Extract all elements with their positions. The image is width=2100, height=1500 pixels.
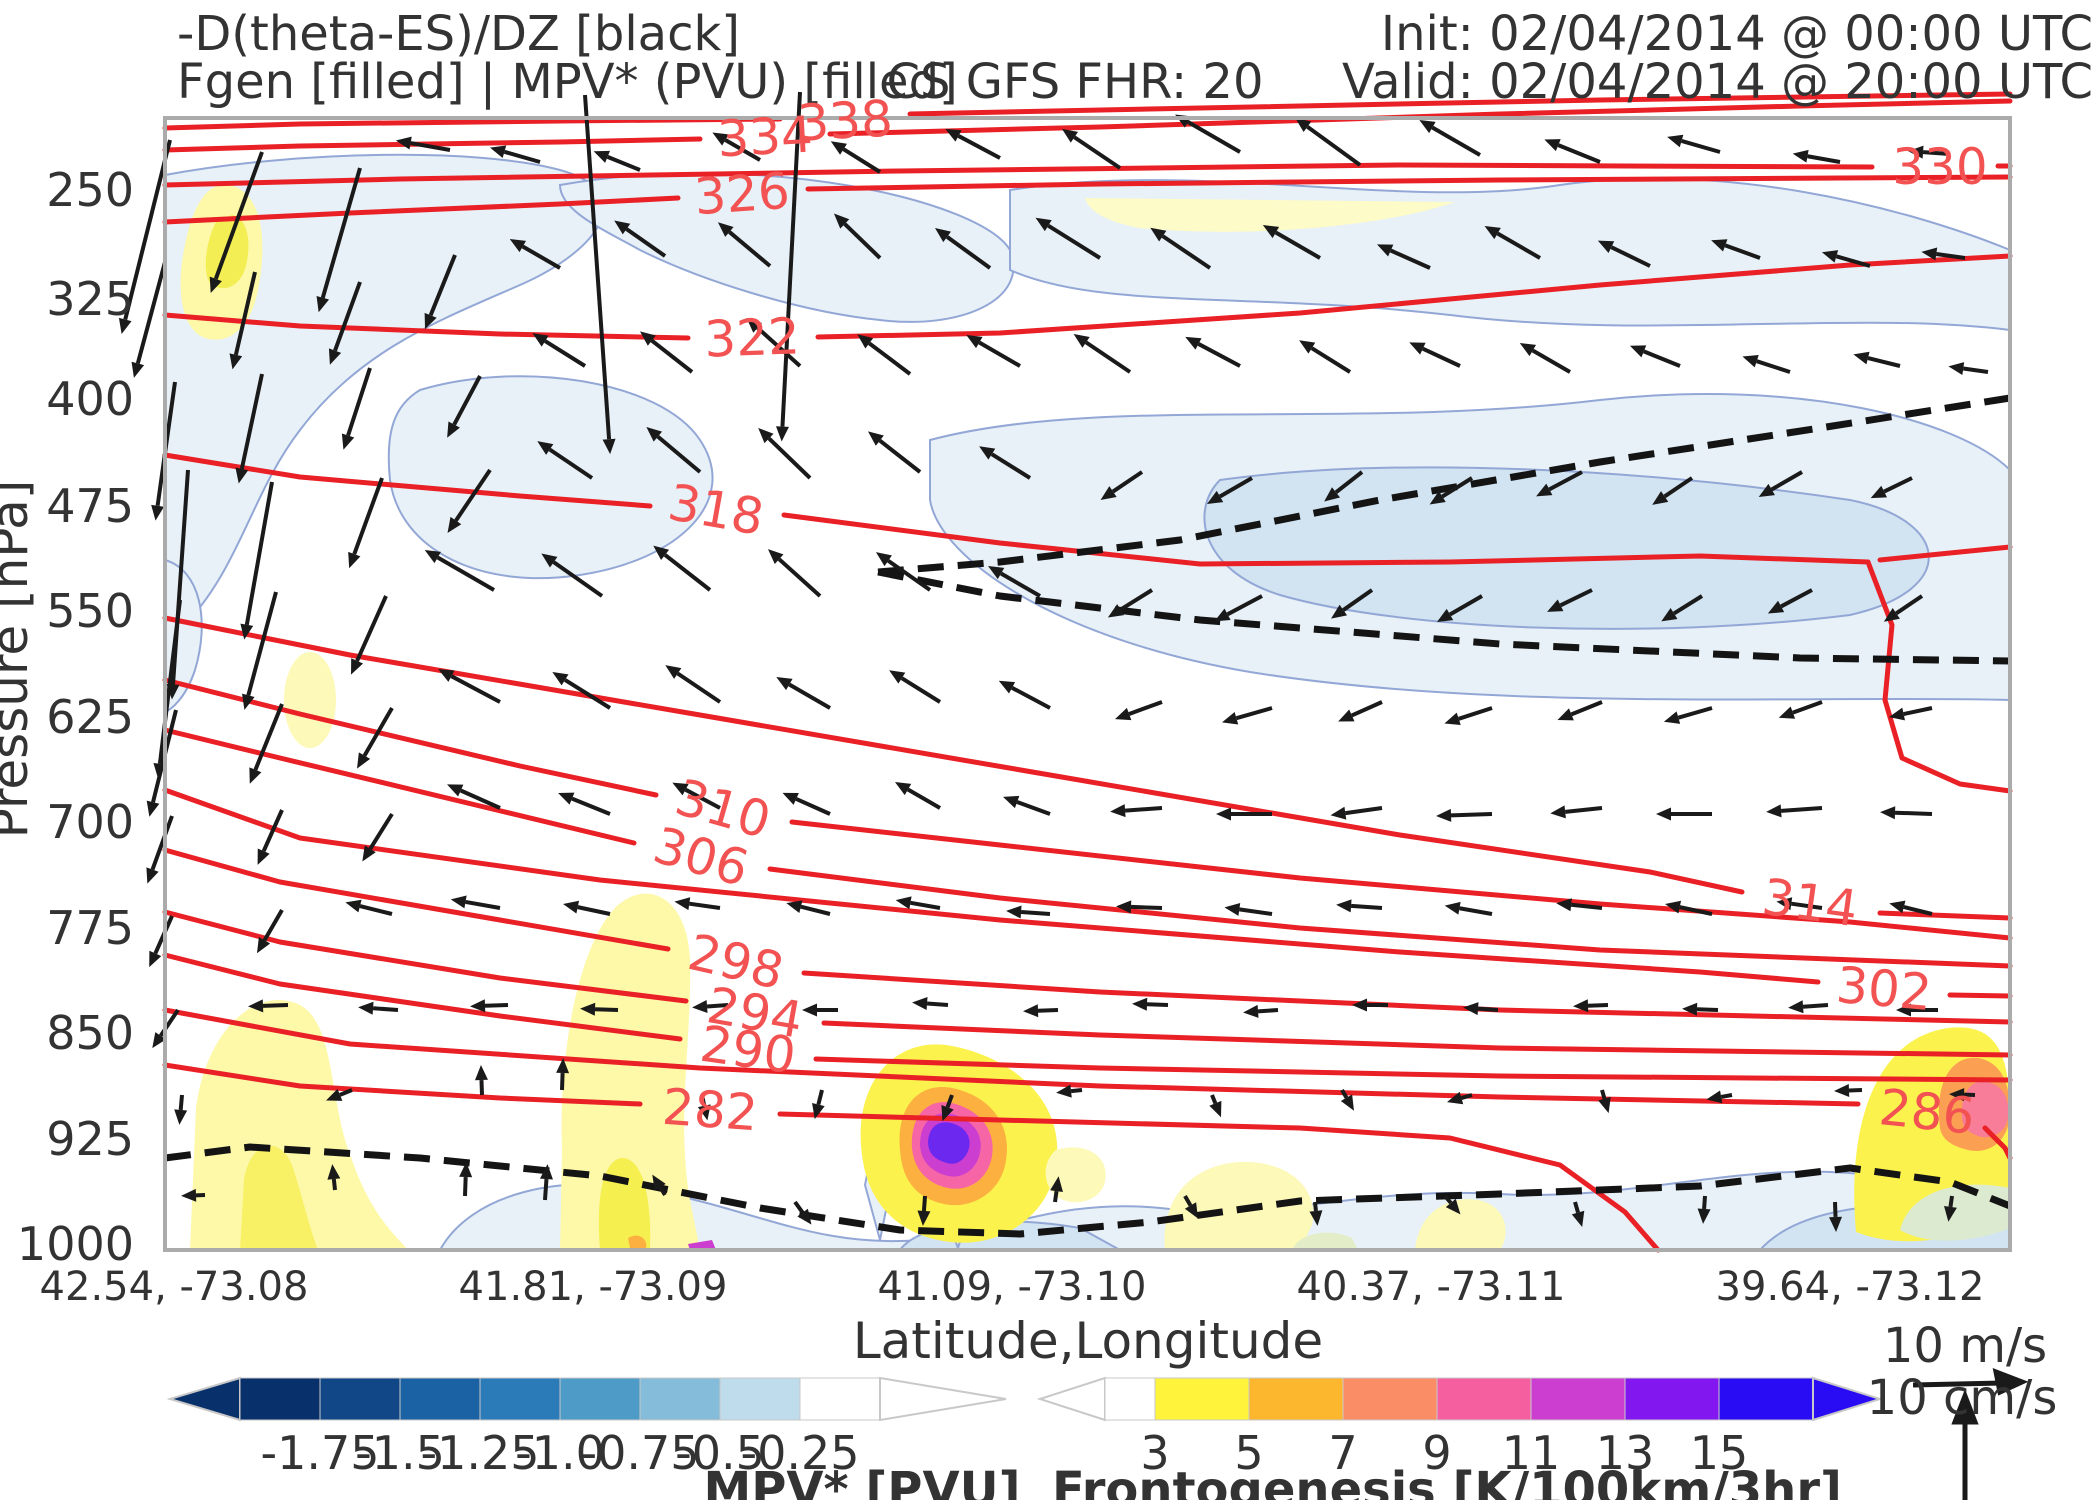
contour-label: 286 — [1876, 1078, 1978, 1146]
y-tick-label: 700 — [46, 795, 134, 849]
y-tick-label: 400 — [46, 372, 134, 426]
vertical-scale-arrowhead — [1951, 1389, 1979, 1425]
x-tick-label: 39.64, -73.12 — [1715, 1264, 1985, 1310]
x-tick-label: 42.54, -73.08 — [39, 1264, 309, 1310]
fgen-colorbar-tick: 11 — [1501, 1426, 1561, 1480]
mpv-colorbar-tick: -1.25 — [420, 1426, 540, 1480]
mpv-colorbar-tick: -0.25 — [740, 1426, 860, 1480]
contour-label: 330 — [1892, 138, 1988, 196]
center-title: CS GFS FHR: 20 — [886, 54, 1264, 110]
fill-region — [1900, 1184, 2010, 1241]
fill-region — [164, 153, 605, 659]
fill-region — [1292, 1232, 1358, 1250]
fill-region — [1085, 198, 1455, 232]
fgen-colorbar-tick: 15 — [1689, 1426, 1749, 1480]
omega-scale-label: 10 cm/s — [1866, 1370, 2058, 1426]
mpv-colorbar-title: MPV* [PVU] — [703, 1462, 1021, 1500]
fill-region — [688, 1240, 716, 1250]
fgen-colorbar-tick: 13 — [1595, 1426, 1655, 1480]
wind-vector-arrows — [118, 91, 1989, 1232]
fgen-colorbar-title: Frontogenesis [K/100km/3hr] — [1052, 1462, 1842, 1500]
fgen-colorbar-tick: 5 — [1234, 1426, 1264, 1480]
contour-label: 334 — [715, 105, 815, 169]
fgen-colorbar-tick: 7 — [1328, 1426, 1358, 1480]
theta-es-contours — [162, 91, 2013, 1253]
y-tick-label: 250 — [46, 163, 134, 217]
x-tick-label: 41.81, -73.09 — [458, 1264, 728, 1310]
valid-time: Valid: 02/04/2014 @ 20:00 UTC — [1341, 54, 2093, 110]
vector-legend-arrows — [1912, 1368, 2029, 1500]
fgen-colorbar-tick: 3 — [1140, 1426, 1170, 1480]
contour-label: 326 — [692, 161, 792, 227]
y-tick-label: 625 — [46, 690, 134, 744]
y-tick-label: 775 — [46, 901, 134, 955]
fgen-fill-regions — [180, 184, 2010, 1250]
mpv-colorbar-tick: -1.75 — [260, 1426, 380, 1480]
mpv-colorbar-tick: -1.5 — [355, 1426, 445, 1480]
fill-region — [928, 1122, 970, 1164]
mpv-colorbar-tick: -0.75 — [580, 1426, 700, 1480]
colorbar-shapes — [166, 1376, 1884, 1422]
mpv-colorbar-tick: -0.5 — [675, 1426, 765, 1480]
fill-region — [1415, 1199, 1506, 1250]
mpv-colorbar-tick: -1.0 — [515, 1426, 605, 1480]
x-tick-label: 41.09, -73.10 — [877, 1264, 1147, 1310]
title-line-1: -D(theta-ES)/DZ [black] — [177, 6, 740, 62]
fill-region — [1164, 1161, 1314, 1250]
init-time: Init: 02/04/2014 @ 00:00 UTC — [1380, 6, 2093, 62]
x-tick-label: 40.37, -73.11 — [1296, 1264, 1566, 1310]
contour-label: 282 — [660, 1077, 760, 1143]
fill-region — [560, 893, 700, 1250]
y-tick-label: 1000 — [16, 1217, 134, 1271]
wind-scale-label: 10 m/s — [1882, 1318, 2048, 1374]
title-line-2: Fgen [filled] | MPV* (PVU) [filled] — [177, 54, 958, 110]
y-tick-label: 550 — [46, 584, 134, 638]
dtheta-dz-dashed-contours — [164, 394, 2012, 1238]
fill-region — [628, 1235, 647, 1248]
x-axis-label: Latitude,Longitude — [852, 1312, 1324, 1370]
fill-region — [558, 172, 1015, 323]
contour-label: 322 — [703, 307, 801, 369]
y-axis-label: Pressure [hPa] — [0, 479, 39, 839]
horizontal-scale-arrowhead — [1992, 1368, 2029, 1396]
y-tick-label: 325 — [46, 272, 134, 326]
y-tick-label: 850 — [46, 1006, 134, 1060]
fill-region — [387, 375, 714, 580]
plot-frame — [163, 116, 2012, 1252]
fill-region — [240, 1145, 318, 1250]
fgen-colorbar-tick: 9 — [1422, 1426, 1452, 1480]
fill-region — [284, 652, 336, 748]
contour-label: 302 — [1833, 955, 1935, 1023]
y-tick-label: 925 — [46, 1112, 134, 1166]
y-tick-label: 475 — [46, 479, 134, 533]
horizontal-scale-arrow — [1912, 1380, 2003, 1388]
